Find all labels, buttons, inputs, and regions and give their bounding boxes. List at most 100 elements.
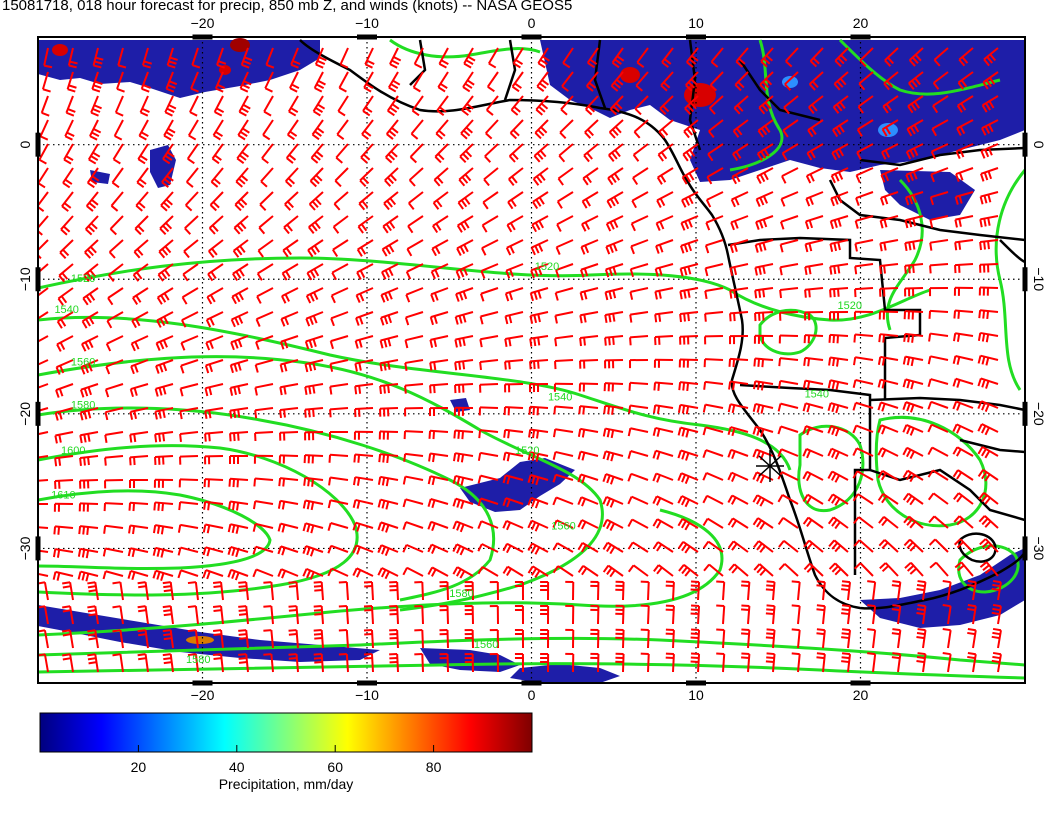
wind-barb bbox=[707, 143, 724, 162]
wind-barb bbox=[929, 239, 949, 251]
wind-barb bbox=[328, 453, 349, 463]
wind-barb bbox=[527, 519, 549, 532]
wind-barbs bbox=[38, 47, 1002, 673]
wind-barb bbox=[891, 628, 902, 649]
wind-barb bbox=[586, 47, 599, 69]
wind-barb bbox=[879, 239, 899, 252]
wind-barb bbox=[160, 191, 174, 212]
wind-barb bbox=[38, 383, 49, 389]
lon-labels-bottom: −20 −10 0 10 20 bbox=[191, 687, 869, 703]
wind-barb bbox=[867, 604, 877, 625]
wind-barb bbox=[205, 311, 224, 328]
wind-barb bbox=[479, 383, 499, 393]
wind-barb bbox=[979, 191, 999, 205]
wind-barb bbox=[458, 167, 474, 187]
wind-barb bbox=[907, 95, 924, 114]
wind-barb bbox=[279, 407, 299, 419]
wind-barb bbox=[82, 287, 99, 306]
wind-barb bbox=[765, 580, 776, 601]
wind-barb bbox=[741, 604, 751, 625]
wind-barb bbox=[540, 652, 550, 673]
wind-barb bbox=[363, 653, 374, 673]
wind-barb bbox=[702, 517, 724, 529]
wind-barb bbox=[981, 95, 999, 113]
wind-barb bbox=[978, 515, 999, 529]
contour-label: 1520 bbox=[515, 445, 539, 457]
lon-tick-label-top: −10 bbox=[355, 15, 379, 31]
wind-barb bbox=[358, 191, 374, 211]
lon-tick-label-top: −20 bbox=[191, 15, 215, 31]
wind-barb bbox=[677, 518, 699, 531]
wind-barb bbox=[288, 605, 299, 625]
wind-barb bbox=[310, 143, 324, 164]
wind-barb bbox=[110, 191, 124, 212]
wind-barb bbox=[232, 239, 249, 258]
wind-barb bbox=[653, 564, 674, 577]
wind-barb bbox=[153, 501, 174, 512]
wind-barb bbox=[454, 335, 474, 348]
wind-barb bbox=[979, 239, 999, 251]
wind-barb bbox=[727, 448, 749, 460]
wind-barb bbox=[230, 335, 249, 351]
wind-barb bbox=[727, 517, 749, 529]
wind-barb bbox=[429, 359, 449, 371]
border-13 bbox=[958, 532, 997, 563]
wind-barb bbox=[60, 215, 74, 236]
wind-barb bbox=[179, 383, 199, 397]
precip-core-7 bbox=[782, 76, 798, 88]
wind-barb bbox=[414, 581, 424, 601]
wind-barb bbox=[902, 446, 924, 459]
wind-barb bbox=[654, 287, 674, 300]
wind-barb bbox=[259, 191, 274, 211]
wind-barb bbox=[765, 652, 776, 673]
wind-barb bbox=[182, 263, 199, 282]
wind-barb bbox=[783, 95, 799, 115]
wind-barb bbox=[165, 71, 178, 93]
wind-barb bbox=[379, 359, 399, 372]
wind-barb bbox=[690, 652, 701, 673]
wind-barb bbox=[329, 359, 349, 372]
wind-barb bbox=[439, 581, 449, 601]
wind-barb bbox=[304, 431, 324, 441]
wind-barb bbox=[755, 191, 774, 207]
wind-barb bbox=[660, 71, 674, 92]
wind-barb bbox=[778, 540, 799, 553]
wind-barb bbox=[629, 335, 649, 346]
wind-barb bbox=[665, 652, 675, 673]
wind-barb bbox=[187, 653, 199, 673]
wind-barb bbox=[52, 570, 74, 581]
wind-barb bbox=[852, 401, 874, 411]
wind-barb bbox=[135, 191, 149, 212]
contour-label: 1580 bbox=[449, 588, 473, 600]
wind-barb bbox=[87, 629, 99, 649]
wind-barb bbox=[62, 653, 74, 673]
wind-barb bbox=[404, 407, 424, 417]
wind-barb bbox=[77, 570, 99, 582]
wind-barb bbox=[728, 357, 749, 368]
wind-barb bbox=[585, 95, 599, 116]
wind-barb bbox=[652, 495, 674, 506]
wind-barb bbox=[256, 287, 274, 304]
wind-barb bbox=[38, 479, 49, 482]
wind-barb bbox=[439, 605, 449, 625]
wind-barb bbox=[952, 377, 974, 388]
wind-barb bbox=[337, 95, 349, 117]
wind-barb bbox=[678, 358, 699, 368]
wind-barb bbox=[452, 474, 474, 486]
wind-barb bbox=[702, 540, 724, 553]
wind-barb bbox=[685, 71, 699, 92]
wind-barb bbox=[453, 429, 474, 440]
lat-tick-label-right: −30 bbox=[1031, 537, 1047, 561]
wind-barb bbox=[161, 167, 174, 188]
contour-label: 1610 bbox=[51, 490, 75, 502]
wind-barb bbox=[903, 538, 924, 553]
wind-barb bbox=[803, 356, 824, 367]
wind-barb bbox=[432, 191, 449, 210]
wind-barb bbox=[829, 239, 849, 252]
wind-barb bbox=[908, 71, 924, 91]
contour-label: 1540 bbox=[548, 391, 572, 403]
wind-barb bbox=[511, 71, 524, 93]
wind-barb bbox=[502, 497, 524, 508]
wind-barb bbox=[162, 653, 174, 673]
wind-barb bbox=[133, 239, 149, 259]
